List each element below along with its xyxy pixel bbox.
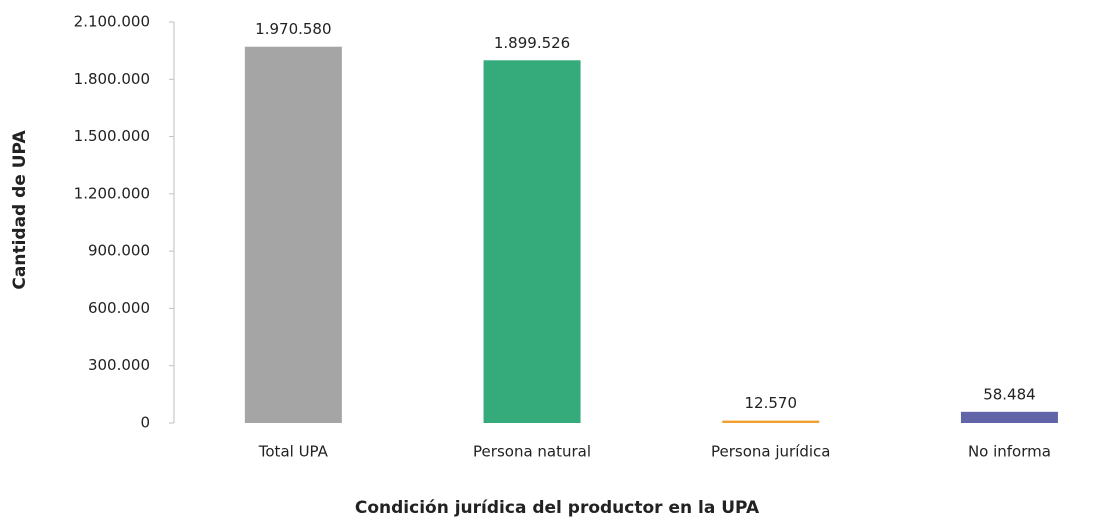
y-tick-label: 1.500.000 (74, 127, 150, 145)
y-tick-label: 1.800.000 (74, 70, 150, 88)
value-label: 12.570 (745, 394, 798, 412)
bar (483, 60, 581, 424)
y-tick-label: 1.200.000 (74, 184, 150, 202)
y-axis-title: Cantidad de UPA (10, 130, 30, 290)
y-tick-label: 900.000 (88, 242, 150, 260)
bar (960, 411, 1058, 423)
x-tick-label: Persona jurídica (711, 443, 831, 461)
value-label: 1.970.580 (255, 20, 331, 38)
y-tick-label: 600.000 (88, 299, 150, 317)
bar (244, 46, 342, 423)
bar (722, 420, 820, 423)
y-tick-label: 0 (140, 414, 150, 432)
y-tick-label: 2.100.000 (74, 13, 150, 31)
x-tick-label: No informa (968, 443, 1051, 461)
value-label: 1.899.526 (494, 34, 570, 52)
x-axis-title: Condición jurídica del productor en la U… (355, 498, 760, 518)
y-tick-label: 300.000 (88, 356, 150, 374)
x-tick-label: Total UPA (258, 443, 329, 461)
value-label: 58.484 (983, 385, 1036, 403)
x-tick-label: Persona natural (473, 443, 591, 461)
